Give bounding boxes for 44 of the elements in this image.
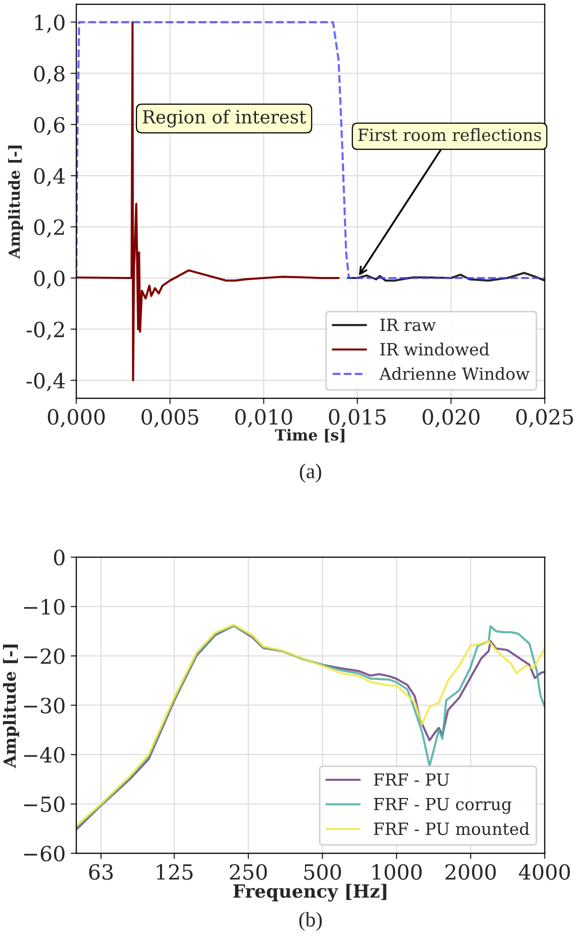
y-tick-label: -0,4 (26, 372, 65, 392)
x-axis-title: Frequency [Hz] (233, 884, 386, 902)
x-tick-label: 2000 (446, 864, 496, 880)
legend-label: FRF - PU mounted (374, 822, 530, 836)
y-tick-label: −60 (24, 846, 65, 862)
legend-label: IR windowed (380, 342, 490, 356)
legend-label: FRF - PU corrug (374, 798, 512, 814)
line-series (76, 21, 340, 382)
y-tick-label: 0,2 (34, 219, 64, 238)
y-tick-label: −40 (24, 747, 65, 763)
legend-label: Adrienne Window (379, 367, 530, 380)
legend-label: FRF - PU (374, 774, 450, 786)
y-tick-label: −10 (24, 598, 65, 615)
y-tick-label: -0,2 (26, 322, 64, 340)
y-tick-label: 1,0 (35, 14, 65, 33)
y-tick-label: 0,8 (34, 66, 64, 84)
x-tick-label: 125 (156, 864, 193, 880)
y-tick-label: 0,4 (34, 168, 65, 186)
x-axis-title: Time [s] (274, 428, 344, 442)
x-tick-label: 250 (230, 864, 267, 880)
x-tick-label: 500 (304, 864, 341, 880)
x-tick-label: 0,000 (48, 409, 105, 428)
y-tick-label: −50 (24, 796, 65, 812)
x-tick-label: 1000 (372, 864, 422, 880)
line-series (76, 21, 545, 280)
x-tick-label: 0,010 (235, 409, 292, 428)
y-tick-label: 0,0 (34, 270, 65, 289)
y-tick-label: 0 (54, 550, 65, 566)
y-axis-title: Amplitude [-] (3, 644, 20, 768)
x-tick-label: 0,015 (328, 409, 386, 428)
x-tick-label: 0,020 (422, 409, 480, 428)
y-tick-label: −20 (24, 648, 65, 664)
text: (a) (300, 464, 322, 483)
text: (b) (299, 912, 322, 931)
y-tick-label: −30 (24, 698, 65, 714)
x-tick-label: 4000 (518, 864, 570, 880)
x-tick-label: 0,005 (142, 409, 198, 428)
legend-label: IR raw (380, 318, 436, 332)
y-tick-label: 0,6 (34, 116, 65, 136)
x-tick-label: 0,025 (516, 409, 573, 428)
annotation: First room reflections (358, 128, 541, 142)
annotation: Region of interest (142, 110, 306, 128)
y-axis-title: Amplitude [-] (8, 146, 23, 259)
x-tick-label: 63 (89, 864, 113, 880)
